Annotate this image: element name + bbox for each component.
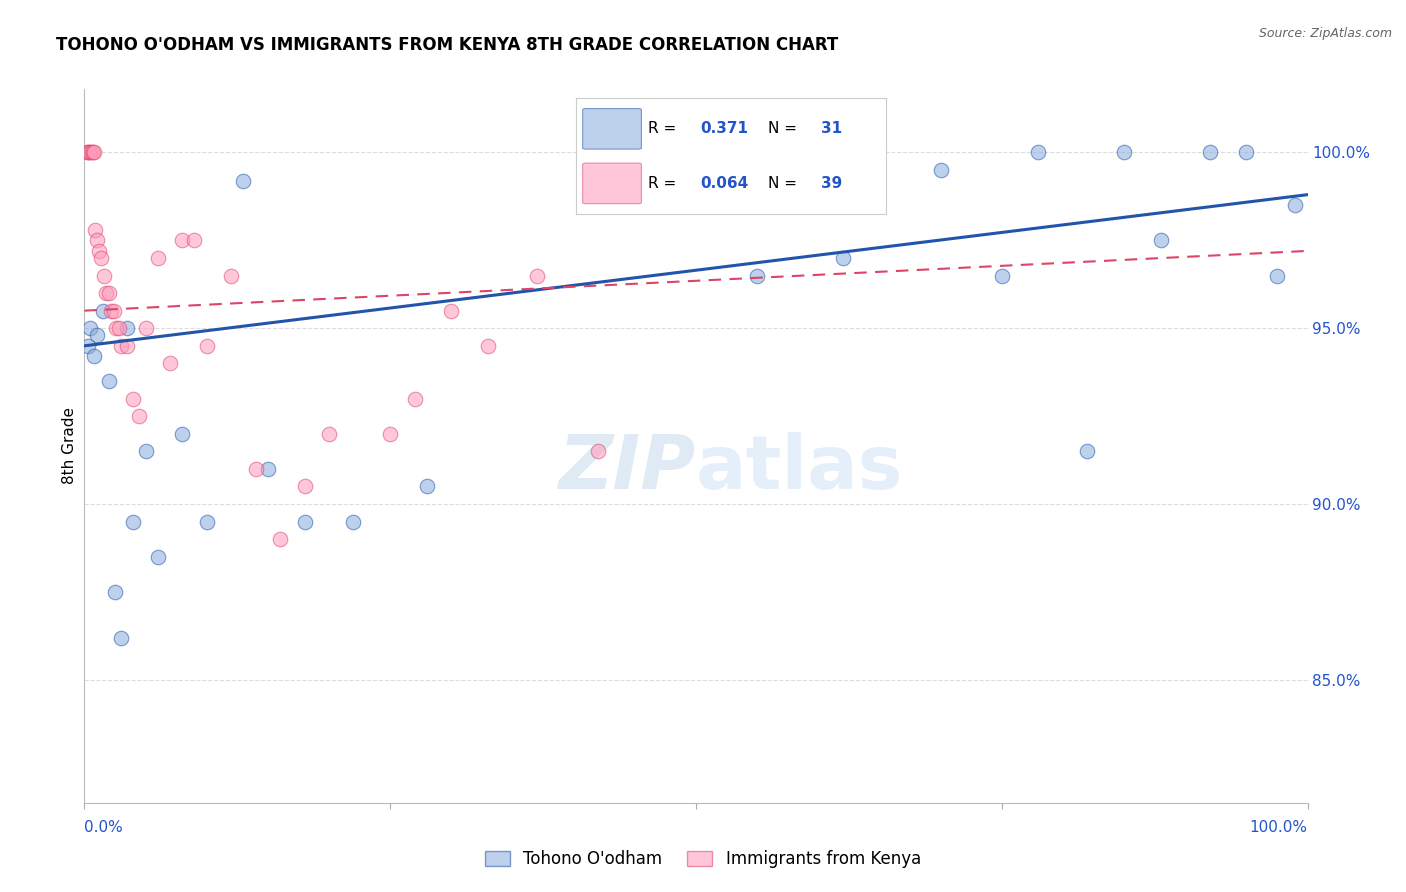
Point — [294, 515, 316, 529]
Point — [1076, 444, 1098, 458]
Point — [991, 268, 1014, 283]
Text: 0.064: 0.064 — [700, 176, 748, 191]
Point — [128, 409, 150, 424]
Point — [97, 286, 120, 301]
Point — [105, 321, 128, 335]
Point — [526, 268, 548, 283]
Point — [404, 392, 426, 406]
Point — [77, 145, 100, 160]
Text: 31: 31 — [821, 121, 842, 136]
Point — [146, 251, 169, 265]
Point — [77, 339, 100, 353]
Point — [104, 585, 127, 599]
Point — [159, 356, 181, 370]
Text: Source: ZipAtlas.com: Source: ZipAtlas.com — [1258, 27, 1392, 40]
Point — [86, 328, 108, 343]
Point — [172, 426, 194, 441]
Point — [146, 549, 169, 564]
Point — [1198, 145, 1220, 160]
FancyBboxPatch shape — [582, 163, 641, 203]
Text: R =: R = — [648, 176, 681, 191]
Point — [195, 339, 218, 353]
Point — [90, 251, 112, 265]
Point — [96, 286, 118, 301]
Point — [84, 223, 107, 237]
Point — [440, 303, 463, 318]
Point — [1284, 198, 1306, 212]
Point — [115, 321, 138, 335]
Point — [76, 145, 98, 160]
Point — [91, 303, 114, 318]
Text: N =: N = — [768, 176, 801, 191]
Point — [183, 233, 205, 247]
Point — [103, 303, 125, 318]
Legend: Tohono O'odham, Immigrants from Kenya: Tohono O'odham, Immigrants from Kenya — [478, 844, 928, 875]
Point — [107, 321, 129, 335]
Text: TOHONO O'ODHAM VS IMMIGRANTS FROM KENYA 8TH GRADE CORRELATION CHART: TOHONO O'ODHAM VS IMMIGRANTS FROM KENYA … — [56, 36, 838, 54]
Point — [79, 321, 101, 335]
Point — [1114, 145, 1136, 160]
Point — [929, 163, 952, 178]
Point — [416, 479, 439, 493]
Point — [1028, 145, 1050, 160]
Point — [294, 479, 316, 493]
Point — [110, 631, 132, 645]
Point — [232, 173, 254, 187]
Point — [172, 233, 194, 247]
Text: 39: 39 — [821, 176, 842, 191]
Point — [1150, 233, 1173, 247]
Point — [257, 462, 280, 476]
Text: 100.0%: 100.0% — [1250, 821, 1308, 836]
Point — [86, 233, 108, 247]
Text: R =: R = — [648, 121, 681, 136]
Point — [269, 532, 291, 546]
Text: atlas: atlas — [696, 433, 903, 506]
Point — [195, 515, 218, 529]
FancyBboxPatch shape — [582, 109, 641, 149]
Point — [93, 268, 115, 283]
Y-axis label: 8th Grade: 8th Grade — [62, 408, 77, 484]
Point — [97, 374, 120, 388]
Point — [135, 444, 157, 458]
Point — [342, 515, 364, 529]
Text: ZIP: ZIP — [558, 433, 696, 506]
Point — [831, 251, 853, 265]
Point — [122, 515, 145, 529]
Point — [80, 145, 103, 160]
Point — [100, 303, 122, 318]
Point — [245, 462, 267, 476]
Point — [586, 444, 609, 458]
Point — [110, 339, 132, 353]
Text: 0.371: 0.371 — [700, 121, 748, 136]
Point — [747, 268, 769, 283]
Point — [115, 339, 138, 353]
Text: N =: N = — [768, 121, 801, 136]
Point — [77, 145, 100, 160]
Point — [1265, 268, 1288, 283]
Point — [1236, 145, 1258, 160]
Point — [79, 145, 101, 160]
Point — [83, 350, 105, 364]
Point — [219, 268, 242, 283]
Text: 0.0%: 0.0% — [84, 821, 124, 836]
Point — [83, 145, 105, 160]
Point — [135, 321, 157, 335]
Point — [87, 244, 110, 258]
Point — [477, 339, 499, 353]
Point — [318, 426, 340, 441]
Point — [82, 145, 104, 160]
Point — [122, 392, 145, 406]
Point — [380, 426, 402, 441]
